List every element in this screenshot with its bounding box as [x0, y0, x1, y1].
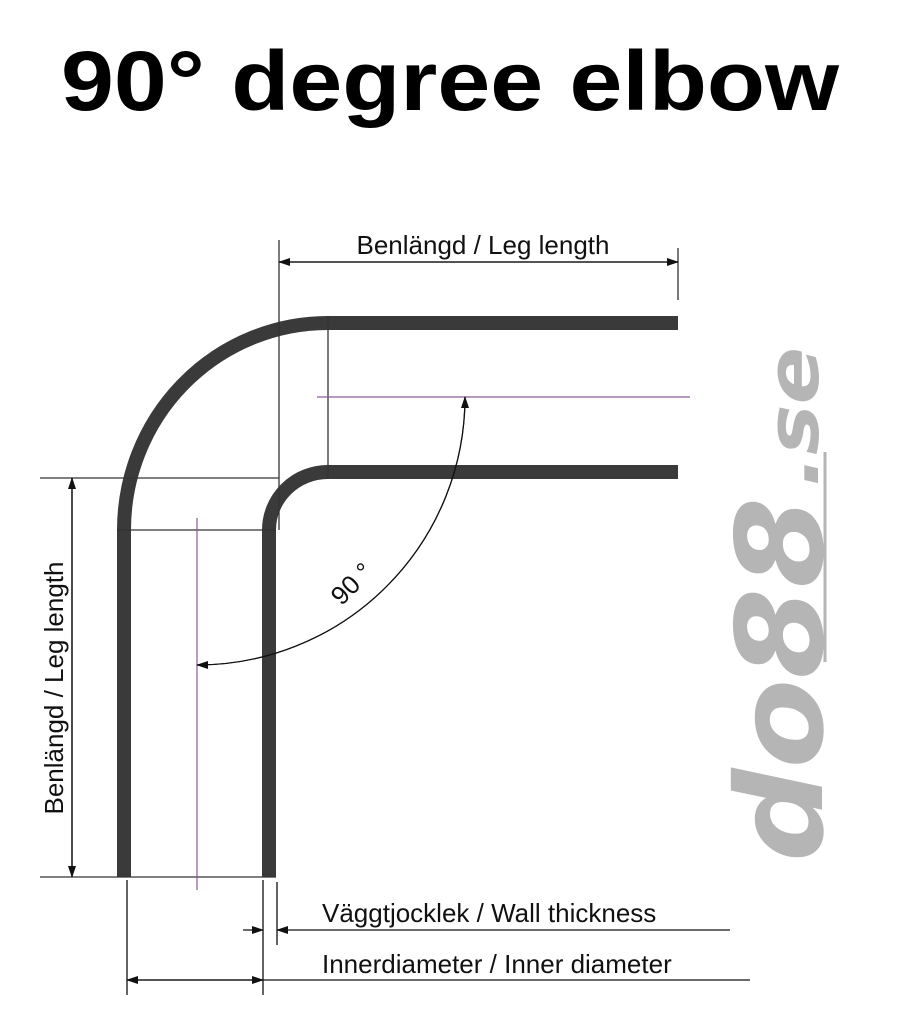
- centerlines: [196, 396, 690, 890]
- inner-wall: [262, 465, 678, 877]
- leg-length-top-dimension: Benlängd / Leg length: [278, 230, 679, 266]
- leg-length-left-label: Benlängd / Leg length: [39, 562, 69, 815]
- page-title: 90° degree elbow: [61, 34, 840, 128]
- angle-label: 90 °: [325, 557, 379, 611]
- do88-logo: do88 .se: [712, 347, 851, 862]
- inner-diameter-label: Innerdiameter / Inner diameter: [322, 949, 672, 979]
- logo-suffix: .se: [751, 347, 835, 487]
- outer-wall: [117, 316, 678, 877]
- elbow-pipe: [117, 316, 678, 877]
- leg-length-left-dimension: Benlängd / Leg length: [39, 477, 76, 878]
- leg-length-top-label: Benlängd / Leg length: [357, 230, 610, 260]
- wall-thickness-label: Väggtjocklek / Wall thickness: [322, 898, 656, 928]
- angle-dimension: 90 °: [196, 396, 469, 669]
- logo-main: do88: [712, 497, 851, 862]
- bottom-dimensions: [126, 880, 750, 995]
